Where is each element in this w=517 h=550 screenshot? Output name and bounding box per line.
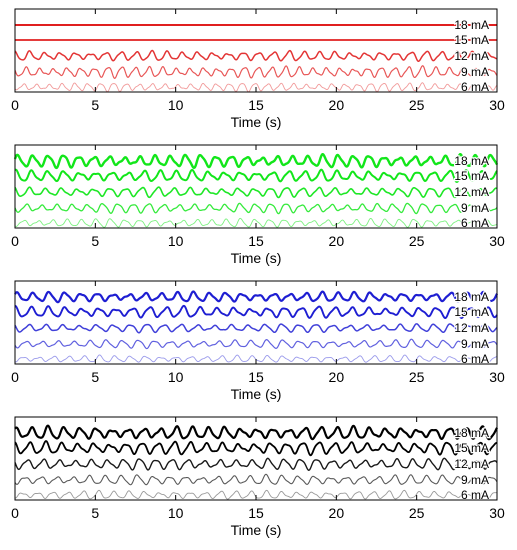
- x-axis-label: Time (s): [231, 522, 282, 538]
- x-tick-label: 25: [409, 233, 425, 249]
- x-tick-label: 30: [489, 233, 505, 249]
- series-label: 15 mA: [454, 441, 489, 455]
- x-tick-label: 10: [168, 97, 184, 113]
- axes-frame: [14, 280, 498, 365]
- series-label: 9 mA: [461, 473, 489, 487]
- series-line-12ma: [14, 186, 498, 199]
- series-label: 18 mA: [454, 154, 489, 168]
- x-tick-label: 5: [91, 505, 99, 521]
- x-tick-label: 5: [91, 97, 99, 113]
- x-axis-label: Time (s): [231, 114, 282, 130]
- axes-frame: [14, 144, 498, 229]
- series-line-15ma: [14, 440, 498, 457]
- x-tick-label: 0: [11, 505, 19, 521]
- x-tick-label: 5: [91, 369, 99, 385]
- x-tick-label: 20: [329, 505, 345, 521]
- series-line-18ma: [14, 290, 498, 304]
- series-label: 6 mA: [461, 80, 489, 94]
- x-tick-label: 25: [409, 369, 425, 385]
- series-line-18ma: [13, 153, 499, 170]
- x-tick-label: 25: [409, 97, 425, 113]
- series-label: 15 mA: [454, 33, 489, 47]
- x-tick-label: 20: [329, 369, 345, 385]
- series-label: 6 mA: [461, 352, 489, 366]
- series-label: 9 mA: [461, 65, 489, 79]
- series-label: 9 mA: [461, 337, 489, 351]
- x-tick-label: 10: [168, 369, 184, 385]
- series-line-18ma: [14, 424, 498, 441]
- series-label: 12 mA: [454, 185, 489, 199]
- x-tick-label: 15: [248, 505, 264, 521]
- series-line-12ma: [14, 457, 498, 471]
- series-label: 6 mA: [461, 488, 489, 502]
- x-tick-label: 30: [489, 369, 505, 385]
- x-tick-label: 20: [329, 233, 345, 249]
- series-label: 6 mA: [461, 216, 489, 230]
- series-line-9ma: [14, 473, 498, 486]
- series-line-15ma: [14, 304, 498, 320]
- series-label: 18 mA: [454, 18, 489, 32]
- series-label: 12 mA: [454, 321, 489, 335]
- x-tick-label: 0: [11, 233, 19, 249]
- series-line-6ma: [14, 217, 498, 228]
- x-tick-label: 10: [168, 233, 184, 249]
- x-tick-label: 20: [329, 97, 345, 113]
- x-tick-label: 30: [489, 505, 505, 521]
- x-axis-label: Time (s): [231, 250, 282, 266]
- series-line-12ma: [14, 49, 498, 62]
- x-axis-label: Time (s): [231, 386, 282, 402]
- x-tick-label: 5: [91, 233, 99, 249]
- axes-frame: [14, 8, 498, 93]
- series-label: 18 mA: [454, 426, 489, 440]
- x-tick-label: 30: [489, 97, 505, 113]
- series-label: 9 mA: [461, 201, 489, 215]
- x-tick-label: 15: [248, 233, 264, 249]
- x-tick-label: 0: [11, 369, 19, 385]
- series-line-9ma: [14, 65, 498, 79]
- series-label: 12 mA: [454, 457, 489, 471]
- series-line-9ma: [14, 202, 498, 215]
- series-label: 15 mA: [454, 169, 489, 183]
- series-label: 12 mA: [454, 49, 489, 63]
- series-line-12ma: [14, 323, 498, 334]
- x-tick-label: 10: [168, 505, 184, 521]
- series-label: 18 mA: [454, 290, 489, 304]
- series-line-15ma: [14, 168, 498, 183]
- series-label: 15 mA: [454, 305, 489, 319]
- x-tick-label: 15: [248, 97, 264, 113]
- series-line-9ma: [14, 338, 498, 350]
- x-tick-label: 15: [248, 369, 264, 385]
- x-tick-label: 0: [11, 97, 19, 113]
- x-tick-label: 25: [409, 505, 425, 521]
